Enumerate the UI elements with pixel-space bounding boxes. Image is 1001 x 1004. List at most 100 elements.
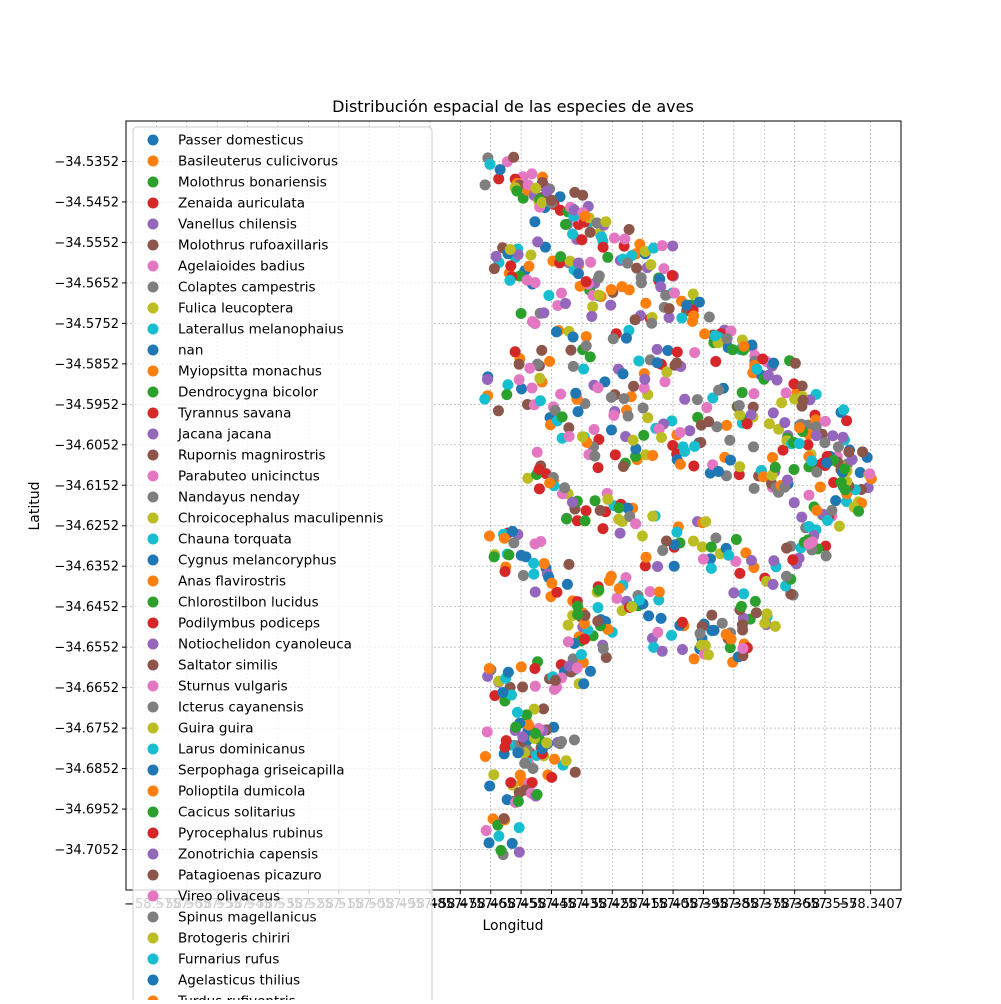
scatter-point: [628, 380, 640, 392]
legend-marker: [147, 218, 159, 230]
scatter-point: [494, 164, 506, 176]
scatter-point: [591, 217, 603, 229]
scatter-point: [603, 574, 615, 586]
scatter-point: [576, 234, 588, 246]
scatter-point: [695, 639, 707, 651]
scatter-point: [597, 523, 609, 535]
legend-label: Sturnus vulgaris: [178, 679, 288, 695]
scatter-point: [613, 502, 625, 514]
scatter-point: [687, 535, 699, 547]
scatter-point: [810, 430, 822, 442]
scatter-point: [521, 709, 533, 721]
scatter-point: [644, 586, 656, 598]
scatter-point: [572, 257, 584, 269]
scatter-point: [480, 825, 492, 837]
scatter-point: [653, 423, 665, 435]
y-tick-label: −34.6852: [54, 762, 119, 777]
scatter-point: [506, 689, 518, 701]
scatter-point: [788, 463, 800, 475]
scatter-point: [769, 620, 781, 632]
scatter-point: [592, 462, 604, 474]
scatter-point: [761, 608, 773, 620]
scatter-point: [611, 592, 623, 604]
scatter-point: [569, 766, 581, 778]
scatter-point: [802, 439, 814, 451]
scatter-point: [639, 246, 651, 258]
scatter-point: [747, 441, 759, 453]
scatter-point: [538, 558, 550, 570]
scatter-point: [514, 769, 526, 781]
scatter-point: [706, 625, 718, 637]
scatter-point: [691, 394, 703, 406]
legend-marker: [147, 974, 159, 986]
legend-label: Tyrannus savana: [177, 406, 291, 422]
scatter-point: [705, 541, 717, 553]
scatter-point: [512, 795, 524, 807]
scatter-point: [619, 233, 631, 245]
scatter-point: [488, 263, 500, 275]
x-tick-label: −58.3657: [762, 897, 827, 912]
scatter-point: [534, 372, 546, 384]
x-tick-label: −58.4657: [458, 897, 523, 912]
legend-label: Spinus magellanicus: [178, 910, 317, 926]
scatter-point: [648, 242, 660, 254]
scatter-point: [616, 281, 628, 293]
legend-marker: [147, 827, 159, 839]
scatter-point: [656, 432, 668, 444]
scatter-point: [594, 504, 606, 516]
scatter-point: [643, 610, 655, 622]
scatter-point: [528, 557, 540, 569]
scatter-point: [776, 397, 788, 409]
scatter-point: [701, 402, 713, 414]
legend-marker: [147, 554, 159, 566]
legend-label: Myiopsitta monachus: [178, 364, 322, 380]
scatter-point: [521, 274, 533, 286]
scatter-point: [736, 387, 748, 399]
scatter-point: [605, 284, 617, 296]
scatter-point: [821, 457, 833, 469]
scatter-point: [608, 409, 620, 421]
scatter-point: [505, 260, 517, 272]
legend-label: Guira guira: [178, 721, 254, 737]
legend-label: Vireo olivaceus: [178, 889, 280, 905]
scatter-point: [502, 666, 514, 678]
scatter-point: [608, 232, 620, 244]
scatter-point: [721, 332, 733, 344]
scatter-point: [544, 477, 556, 489]
scatter-point: [561, 578, 573, 590]
scatter-point: [661, 535, 673, 547]
scatter-point: [841, 495, 853, 507]
scatter-point: [520, 551, 532, 563]
scatter-point: [529, 318, 541, 330]
x-tick-label: −58.3557: [793, 897, 858, 912]
scatter-point: [623, 223, 635, 235]
legend-marker: [147, 680, 159, 692]
scatter-point: [512, 249, 524, 261]
legend-label: Polioptila dumicola: [178, 784, 305, 800]
scatter-point: [605, 424, 617, 436]
scatter-point: [712, 465, 724, 477]
scatter-point: [508, 537, 520, 549]
scatter-point: [806, 455, 818, 467]
scatter-point: [655, 612, 667, 624]
scatter-point: [750, 607, 762, 619]
x-tick-label: −58.3757: [732, 897, 797, 912]
legend-label: Serpophaga griseicapilla: [178, 763, 345, 779]
legend-label: Anas flavirostris: [178, 574, 286, 590]
scatter-point: [745, 554, 757, 566]
legend-marker: [147, 785, 159, 797]
scatter-point: [725, 633, 737, 645]
scatter-point: [662, 345, 674, 357]
scatter-point: [512, 747, 524, 759]
scatter-point: [572, 600, 584, 612]
scatter-point: [505, 777, 517, 789]
scatter-point: [728, 587, 740, 599]
scatter-point: [560, 297, 572, 309]
y-tick-label: −34.6152: [54, 479, 119, 494]
scatter-point: [759, 617, 771, 629]
scatter-point: [531, 446, 543, 458]
legend-label: Dendrocygna bicolor: [178, 385, 318, 401]
scatter-point: [613, 582, 625, 594]
scatter-point: [671, 526, 683, 538]
legend-label: Cacicus solitarius: [178, 805, 295, 821]
